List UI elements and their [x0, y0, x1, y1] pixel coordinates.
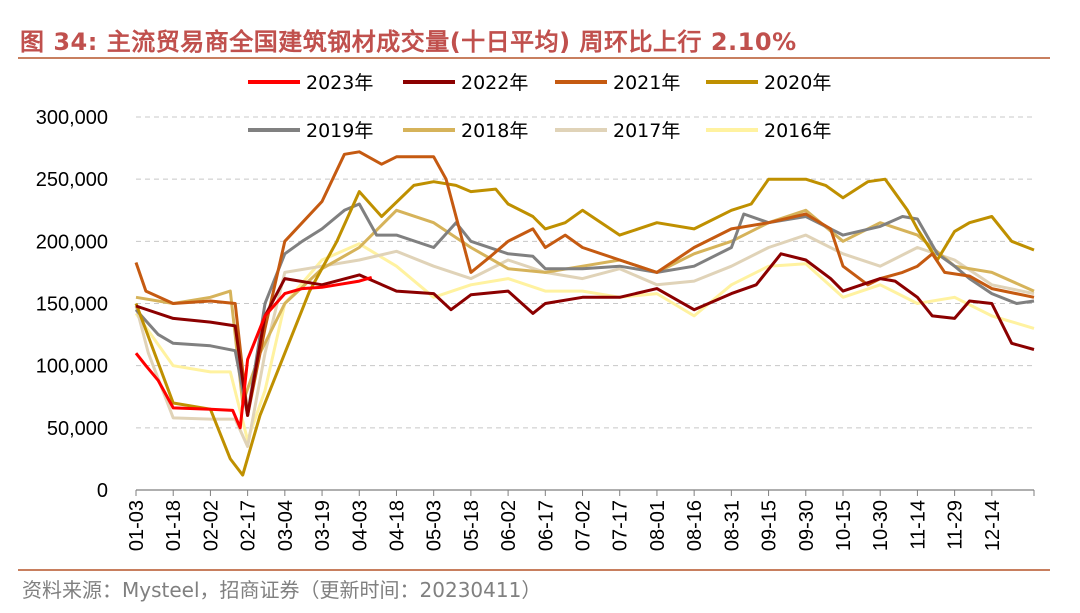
x-tick-label: 03-19: [312, 500, 334, 551]
legend: 2023年 2022年 2021年 2020年 2019年 2018年 2017年 2016年: [248, 72, 831, 142]
source-note: 资料来源：Mysteel，招商证券（更新时间：20230411）: [22, 578, 542, 602]
x-tick-label: 08-16: [684, 500, 706, 551]
series-line-2021年: [134, 150, 1035, 417]
x-tick-label: 12-14: [982, 500, 1004, 551]
x-tick-label: 04-18: [386, 500, 408, 551]
x-tick-label: 03-04: [275, 500, 297, 551]
x-tick-label: 10-30: [870, 500, 892, 551]
y-axis-ticks: 0 50,000 100,000 150,000 200,000 250,000 300,0…: [36, 107, 108, 502]
x-axis-ticks: 01-03 01-18 02-02 02-17 03-04 03-19 04-03 04-18…: [126, 489, 1035, 551]
legend-label: 2021年: [613, 72, 680, 94]
x-tick-label: 10-15: [833, 500, 855, 551]
x-tick-label: 05-18: [461, 500, 483, 551]
x-tick-label: 02-17: [238, 500, 260, 551]
series-line-2023年: [134, 275, 373, 430]
x-tick-label: 09-15: [759, 500, 781, 551]
y-tick-label: 300,000: [36, 107, 108, 129]
y-tick-label: 50,000: [47, 418, 108, 440]
series-line-2016年: [134, 242, 1035, 442]
legend-label: 2019年: [306, 120, 373, 142]
legend-label: 2022年: [461, 72, 528, 94]
y-tick-label: 150,000: [36, 294, 108, 316]
series-line-2022年: [135, 252, 1035, 417]
y-tick-label: 100,000: [36, 356, 108, 378]
legend-label: 2023年: [306, 72, 373, 94]
x-tick-label: 01-18: [163, 500, 185, 551]
x-tick-label: 11-14: [907, 500, 929, 550]
series-line-2017年: [134, 233, 1035, 448]
legend-label: 2020年: [764, 72, 831, 94]
series-lines: [134, 150, 1035, 477]
x-tick-label: 02-02: [200, 500, 222, 551]
x-tick-label: 07-17: [610, 500, 632, 551]
x-tick-label: 08-01: [647, 500, 669, 551]
y-tick-label: 0: [97, 480, 108, 502]
legend-label: 2018年: [461, 120, 528, 142]
y-tick-label: 250,000: [36, 169, 108, 191]
source-rule: [18, 569, 1050, 571]
series-line-2020年: [134, 177, 1035, 477]
x-tick-label: 11-29: [945, 500, 967, 550]
x-tick-label: 08-31: [721, 500, 743, 551]
x-tick-label: 06-02: [498, 500, 520, 551]
title-rule: [18, 57, 1050, 59]
legend-label: 2017年: [613, 120, 680, 142]
legend-label: 2016年: [764, 120, 831, 142]
x-tick-label: 06-17: [535, 500, 557, 551]
series-line-2019年: [134, 202, 1035, 417]
chart-title: 图 34: 主流贸易商全国建筑钢材成交量(十日平均) 周环比上行 2.10%: [20, 28, 797, 56]
x-tick-label: 09-30: [796, 500, 818, 551]
y-tick-label: 200,000: [36, 231, 108, 253]
x-tick-label: 01-03: [126, 500, 148, 551]
x-tick-label: 07-02: [573, 500, 595, 551]
line-chart: 0 50,000 100,000 150,000 200,000 250,000 300,0…: [36, 72, 1035, 551]
x-tick-label: 04-03: [349, 500, 371, 551]
x-tick-label: 05-03: [424, 500, 446, 551]
